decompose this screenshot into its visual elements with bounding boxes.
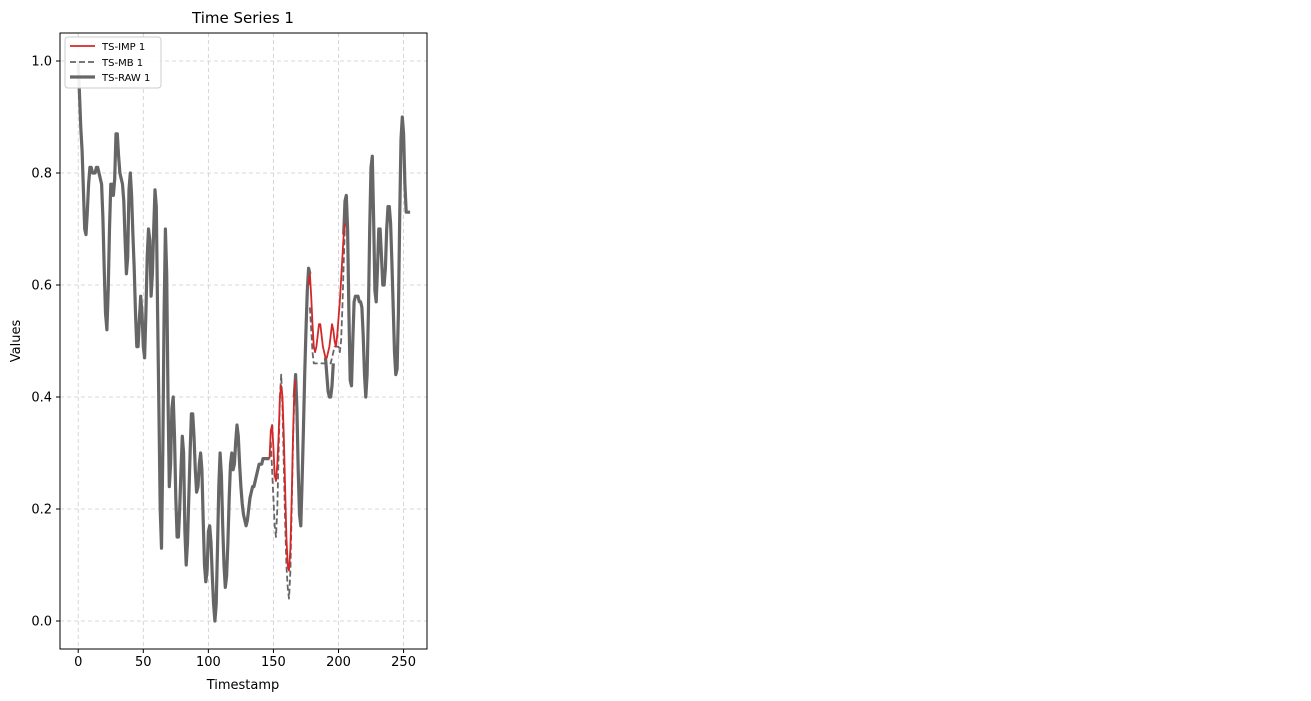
legend: TS-IMP 1 TS-MB 1 TS-RAW 1	[64, 36, 162, 89]
series-line-ts-raw-1	[342, 115, 411, 399]
chart-title: Time Series 1	[191, 9, 294, 27]
x-tick-label: 150	[261, 655, 286, 670]
legend-box	[64, 36, 162, 89]
x-tick-label: 50	[135, 655, 152, 670]
legend-label-ts-imp: TS-IMP 1	[101, 42, 145, 53]
y-tick-label: 0.2	[31, 503, 52, 518]
legend-label-ts-raw: TS-RAW 1	[101, 73, 150, 84]
y-tick-label: 0.6	[31, 279, 52, 294]
y-tick-label: 0.4	[31, 391, 52, 406]
x-tick-label: 0	[74, 655, 82, 670]
x-tick-label: 100	[196, 655, 221, 670]
series-line-ts-raw-1	[292, 266, 312, 528]
y-tick-label: 0.8	[31, 167, 52, 182]
x-axis-ticks: 0 50 100 150 200 250	[74, 649, 416, 670]
series-layer	[76, 60, 411, 623]
x-tick-label: 250	[391, 655, 416, 670]
x-axis-label: Timestamp	[206, 678, 280, 693]
series-line-ts-raw-1	[76, 60, 270, 623]
x-tick-label: 200	[326, 655, 351, 670]
y-tick-label: 1.0	[31, 55, 52, 70]
y-axis-label: Values	[9, 320, 24, 363]
series-line-ts-mb-1	[309, 216, 349, 365]
series-line-ts-imp-1	[268, 380, 297, 572]
plot-frame	[59, 32, 428, 650]
legend-label-ts-mb: TS-MB 1	[101, 58, 143, 69]
series-line-ts-raw-1	[323, 357, 335, 399]
y-axis-ticks: 0.0 0.2 0.4 0.6 0.8 1.0	[31, 55, 60, 630]
y-tick-label: 0.0	[31, 615, 52, 630]
series-line-ts-imp-1	[307, 223, 346, 359]
